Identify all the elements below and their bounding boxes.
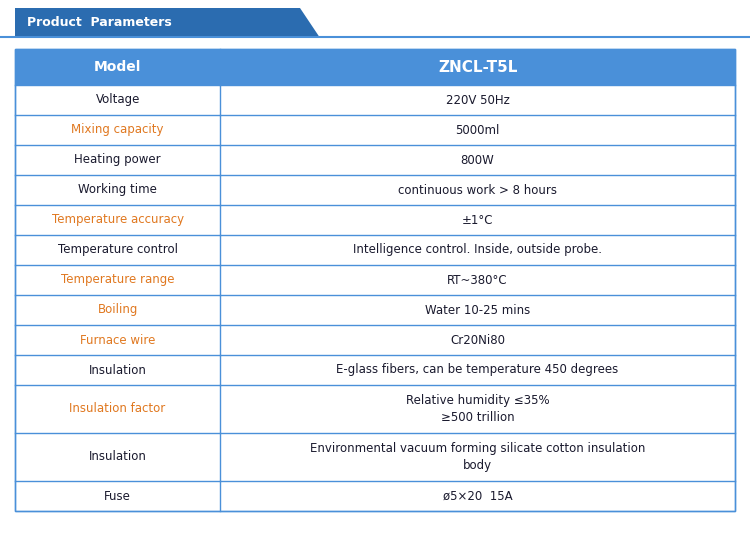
Text: Fuse: Fuse	[104, 489, 131, 503]
Bar	[15, 115, 735, 145]
Bar	[15, 265, 735, 295]
Text: Working time: Working time	[78, 184, 157, 196]
Bar	[15, 49, 735, 511]
Bar	[15, 295, 735, 325]
Text: ZNCL-T5L: ZNCL-T5L	[438, 60, 518, 75]
Text: 800W: 800W	[460, 153, 494, 166]
Text: RT~380°C: RT~380°C	[447, 273, 508, 286]
Text: Insulation: Insulation	[88, 363, 146, 377]
Text: continuous work > 8 hours: continuous work > 8 hours	[398, 184, 557, 196]
Text: Heating power: Heating power	[74, 153, 161, 166]
Text: Insulation factor: Insulation factor	[70, 402, 166, 416]
Bar	[15, 481, 735, 511]
Text: Insulation: Insulation	[88, 450, 146, 464]
Bar	[15, 49, 735, 85]
Bar	[15, 355, 735, 385]
Bar	[15, 205, 735, 235]
Bar	[15, 433, 735, 481]
Text: Voltage: Voltage	[95, 94, 140, 107]
Bar	[15, 49, 735, 511]
Bar	[15, 325, 735, 355]
Text: Temperature accuracy: Temperature accuracy	[52, 214, 184, 227]
Text: Product  Parameters: Product Parameters	[27, 16, 172, 28]
Text: Cr20Ni80: Cr20Ni80	[450, 334, 505, 347]
Text: Mixing capacity: Mixing capacity	[71, 123, 164, 137]
Text: 220V 50Hz: 220V 50Hz	[446, 94, 509, 107]
Text: ±1°C: ±1°C	[462, 214, 494, 227]
Text: Temperature control: Temperature control	[58, 243, 178, 257]
Text: Boiling: Boiling	[98, 304, 138, 316]
Text: Environmental vacuum forming silicate cotton insulation
body: Environmental vacuum forming silicate co…	[310, 442, 645, 472]
Text: Temperature range: Temperature range	[61, 273, 174, 286]
Text: Intelligence control. Inside, outside probe.: Intelligence control. Inside, outside pr…	[353, 243, 602, 257]
Text: E-glass fibers, can be temperature 450 degrees: E-glass fibers, can be temperature 450 d…	[337, 363, 619, 377]
Text: ø5×20  15A: ø5×20 15A	[442, 489, 512, 503]
Text: Furnace wire: Furnace wire	[80, 334, 155, 347]
Bar	[15, 385, 735, 433]
Polygon shape	[15, 8, 319, 36]
Text: 5000ml: 5000ml	[455, 123, 500, 137]
Bar	[15, 175, 735, 205]
Bar	[15, 145, 735, 175]
Bar	[15, 85, 735, 115]
Text: Water 10-25 mins: Water 10-25 mins	[425, 304, 530, 316]
Text: Model: Model	[94, 60, 141, 74]
Bar	[15, 235, 735, 265]
Text: Relative humidity ≤35%
≥500 trillion: Relative humidity ≤35% ≥500 trillion	[406, 394, 550, 424]
